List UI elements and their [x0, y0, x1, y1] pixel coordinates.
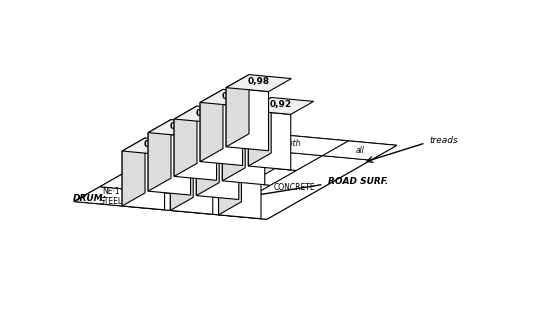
Polygon shape — [74, 187, 148, 206]
Polygon shape — [248, 110, 291, 170]
Text: DRUM:: DRUM: — [73, 194, 107, 203]
Polygon shape — [196, 126, 262, 143]
Polygon shape — [222, 114, 245, 181]
Text: 0,98: 0,98 — [222, 92, 244, 101]
Text: A S P H A L T: A S P H A L T — [137, 162, 188, 171]
Polygon shape — [148, 132, 190, 195]
Polygon shape — [226, 88, 268, 151]
Text: 0,92: 0,92 — [270, 100, 292, 109]
Polygon shape — [148, 120, 214, 137]
Text: 0,91: 0,91 — [144, 140, 166, 149]
Text: 0,95: 0,95 — [196, 108, 218, 117]
Polygon shape — [200, 147, 322, 171]
Polygon shape — [200, 89, 266, 106]
Text: treads: treads — [430, 136, 459, 145]
Polygon shape — [226, 132, 348, 156]
Polygon shape — [122, 138, 187, 155]
Text: smooth: smooth — [273, 139, 301, 148]
Polygon shape — [170, 141, 193, 210]
Polygon shape — [200, 89, 223, 162]
Polygon shape — [174, 162, 296, 185]
Polygon shape — [170, 141, 236, 158]
Text: 0,98: 0,98 — [248, 77, 270, 86]
Text: M+S: M+S — [253, 154, 270, 163]
Text: all: all — [205, 184, 214, 193]
Polygon shape — [174, 106, 197, 176]
Polygon shape — [196, 140, 239, 199]
Polygon shape — [248, 98, 314, 114]
Polygon shape — [148, 120, 171, 191]
Polygon shape — [219, 156, 371, 219]
Text: .70: .70 — [243, 162, 259, 171]
Text: ROAD SURF.: ROAD SURF. — [328, 177, 388, 187]
Polygon shape — [122, 138, 145, 206]
Polygon shape — [222, 114, 288, 130]
Text: road: road — [227, 169, 244, 178]
Polygon shape — [219, 160, 241, 215]
Text: ,93: ,93 — [221, 129, 237, 138]
Polygon shape — [74, 128, 397, 219]
Text: 0,93: 0,93 — [192, 144, 214, 153]
Polygon shape — [219, 172, 261, 219]
Polygon shape — [226, 75, 292, 92]
Polygon shape — [222, 126, 265, 185]
Polygon shape — [196, 126, 219, 196]
Polygon shape — [174, 106, 240, 123]
Polygon shape — [174, 119, 216, 180]
Text: CONCRETE: CONCRETE — [194, 133, 236, 142]
Polygon shape — [226, 75, 249, 147]
Polygon shape — [178, 128, 252, 147]
Text: ,90: ,90 — [247, 116, 263, 125]
Text: NE·1
STEEL: NE·1 STEEL — [100, 187, 123, 206]
Polygon shape — [322, 141, 397, 160]
Polygon shape — [248, 98, 271, 166]
Text: all: all — [355, 146, 364, 155]
Polygon shape — [148, 176, 270, 200]
Polygon shape — [100, 142, 226, 191]
Polygon shape — [122, 191, 245, 215]
Text: 0,97: 0,97 — [170, 122, 192, 131]
Polygon shape — [200, 102, 242, 165]
Polygon shape — [122, 151, 164, 210]
Polygon shape — [170, 154, 213, 214]
Text: CONCRETE: CONCRETE — [274, 183, 315, 192]
Polygon shape — [219, 160, 284, 176]
